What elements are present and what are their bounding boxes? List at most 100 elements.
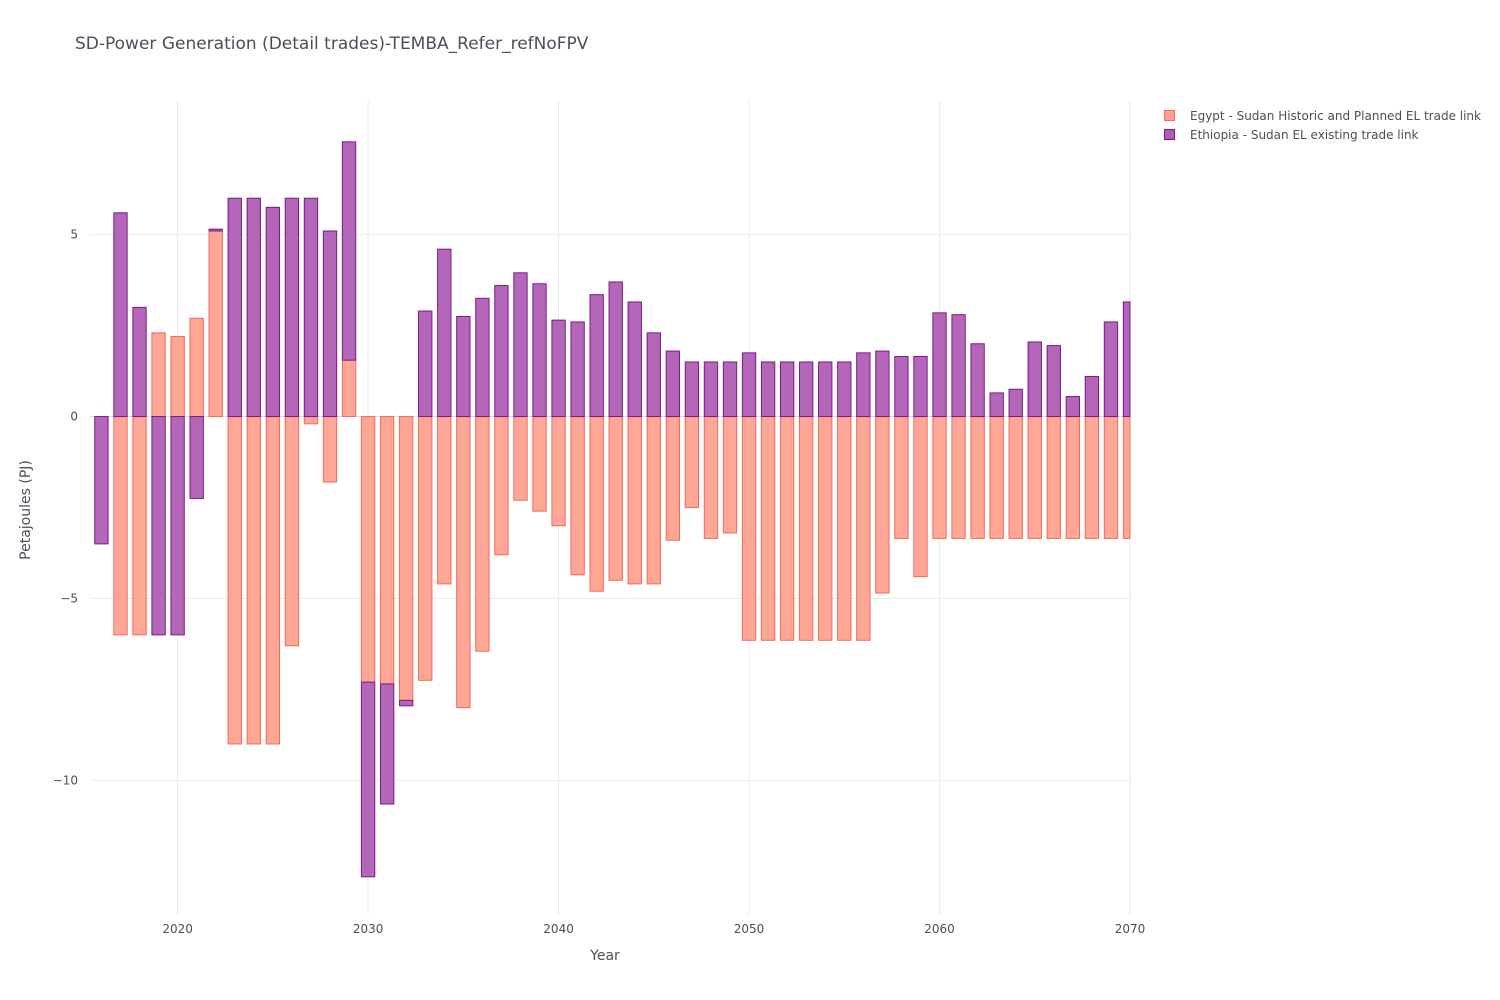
bar-egypt-sudan[interactable]	[913, 416, 928, 578]
bar-ethiopia-sudan[interactable]	[1065, 396, 1081, 418]
bar-ethiopia-sudan[interactable]	[779, 361, 795, 418]
bar-ethiopia-sudan[interactable]	[456, 315, 471, 418]
bar-egypt-sudan[interactable]	[760, 416, 776, 641]
bar-ethiopia-sudan[interactable]	[189, 416, 204, 499]
bar-ethiopia-sudan[interactable]	[265, 206, 281, 418]
bar-egypt-sudan[interactable]	[551, 416, 566, 527]
bar-ethiopia-sudan[interactable]	[818, 361, 833, 418]
bar-egypt-sudan[interactable]	[532, 416, 547, 512]
bar-ethiopia-sudan[interactable]	[722, 361, 738, 418]
bar-egypt-sudan[interactable]	[932, 416, 947, 539]
bar-egypt-sudan[interactable]	[1027, 416, 1042, 539]
legend-item-ethiopia-sudan[interactable]: Ethiopia - Sudan EL existing trade link	[1164, 125, 1481, 144]
bar-egypt-sudan[interactable]	[646, 416, 661, 585]
bar-ethiopia-sudan[interactable]	[1084, 376, 1100, 418]
bar-egypt-sudan[interactable]	[589, 416, 604, 592]
bar-egypt-sudan[interactable]	[284, 416, 300, 647]
bar-ethiopia-sudan[interactable]	[1046, 345, 1061, 418]
bar-ethiopia-sudan[interactable]	[341, 141, 357, 361]
bar-ethiopia-sudan[interactable]	[970, 343, 985, 418]
bar-egypt-sudan[interactable]	[456, 416, 471, 709]
bar-egypt-sudan[interactable]	[1008, 416, 1023, 539]
bar-ethiopia-sudan[interactable]	[913, 356, 928, 418]
bar-ethiopia-sudan[interactable]	[513, 272, 528, 418]
bar-egypt-sudan[interactable]	[741, 416, 757, 641]
bar-ethiopia-sudan[interactable]	[760, 361, 776, 418]
bar-egypt-sudan[interactable]	[1084, 416, 1100, 539]
bar-egypt-sudan[interactable]	[608, 416, 623, 581]
bar-egypt-sudan[interactable]	[1065, 416, 1081, 539]
bar-ethiopia-sudan[interactable]	[875, 350, 890, 418]
bar-egypt-sudan[interactable]	[1046, 416, 1061, 539]
bar-egypt-sudan[interactable]	[399, 416, 414, 701]
bar-ethiopia-sudan[interactable]	[170, 416, 185, 636]
bar-ethiopia-sudan[interactable]	[227, 197, 242, 418]
bar-egypt-sudan[interactable]	[227, 416, 242, 745]
bar-ethiopia-sudan[interactable]	[303, 197, 319, 418]
bar-ethiopia-sudan[interactable]	[1008, 388, 1023, 418]
bar-ethiopia-sudan[interactable]	[532, 283, 547, 418]
bar-ethiopia-sudan[interactable]	[284, 197, 300, 418]
bar-ethiopia-sudan[interactable]	[932, 312, 947, 418]
bar-ethiopia-sudan[interactable]	[684, 361, 700, 418]
bar-egypt-sudan[interactable]	[970, 416, 985, 539]
bar-egypt-sudan[interactable]	[894, 416, 909, 539]
bar-egypt-sudan[interactable]	[951, 416, 966, 539]
bar-egypt-sudan[interactable]	[627, 416, 642, 585]
bar-ethiopia-sudan[interactable]	[627, 301, 642, 418]
bar-egypt-sudan[interactable]	[475, 416, 490, 652]
bar-ethiopia-sudan[interactable]	[703, 361, 719, 418]
bar-ethiopia-sudan[interactable]	[837, 361, 852, 418]
bar-ethiopia-sudan[interactable]	[1103, 321, 1119, 418]
bar-ethiopia-sudan[interactable]	[151, 416, 166, 636]
bar-egypt-sudan[interactable]	[570, 416, 585, 576]
bar-egypt-sudan[interactable]	[989, 416, 1004, 539]
bar-ethiopia-sudan[interactable]	[570, 321, 585, 418]
bar-egypt-sudan[interactable]	[418, 416, 433, 681]
bar-egypt-sudan[interactable]	[246, 416, 261, 745]
bar-egypt-sudan[interactable]	[303, 416, 319, 425]
bar-ethiopia-sudan[interactable]	[94, 416, 109, 545]
bar-egypt-sudan[interactable]	[189, 317, 204, 418]
bar-egypt-sudan[interactable]	[856, 416, 871, 641]
bar-ethiopia-sudan[interactable]	[418, 310, 433, 418]
bar-ethiopia-sudan[interactable]	[741, 352, 757, 418]
bar-egypt-sudan[interactable]	[208, 230, 223, 418]
bar-egypt-sudan[interactable]	[665, 416, 681, 541]
bar-egypt-sudan[interactable]	[170, 335, 185, 418]
bar-egypt-sudan[interactable]	[703, 416, 719, 539]
bar-ethiopia-sudan[interactable]	[951, 314, 966, 418]
bar-egypt-sudan[interactable]	[1122, 416, 1131, 539]
bar-ethiopia-sudan[interactable]	[208, 228, 223, 232]
bar-egypt-sudan[interactable]	[513, 416, 528, 501]
bar-egypt-sudan[interactable]	[684, 416, 700, 509]
bar-egypt-sudan[interactable]	[341, 359, 357, 418]
bar-egypt-sudan[interactable]	[379, 416, 395, 685]
bar-egypt-sudan[interactable]	[437, 416, 452, 585]
bar-ethiopia-sudan[interactable]	[665, 350, 681, 418]
bar-egypt-sudan[interactable]	[265, 416, 281, 745]
bar-ethiopia-sudan[interactable]	[589, 294, 604, 418]
bar-ethiopia-sudan[interactable]	[437, 248, 452, 418]
bar-egypt-sudan[interactable]	[132, 416, 147, 636]
bar-ethiopia-sudan[interactable]	[551, 319, 566, 418]
bar-ethiopia-sudan[interactable]	[475, 297, 490, 418]
bar-egypt-sudan[interactable]	[113, 416, 128, 636]
legend-item-egypt-sudan[interactable]: Egypt - Sudan Historic and Planned EL tr…	[1164, 106, 1481, 125]
bar-egypt-sudan[interactable]	[722, 416, 738, 534]
bar-egypt-sudan[interactable]	[1103, 416, 1119, 539]
bar-egypt-sudan[interactable]	[151, 332, 166, 418]
bar-egypt-sudan[interactable]	[322, 416, 338, 483]
bar-ethiopia-sudan[interactable]	[608, 281, 623, 418]
bar-egypt-sudan[interactable]	[360, 416, 376, 683]
bar-ethiopia-sudan[interactable]	[246, 197, 261, 418]
bar-egypt-sudan[interactable]	[779, 416, 795, 641]
bar-ethiopia-sudan[interactable]	[113, 212, 128, 418]
bar-egypt-sudan[interactable]	[875, 416, 890, 594]
bar-ethiopia-sudan[interactable]	[989, 392, 1004, 418]
bar-ethiopia-sudan[interactable]	[1122, 301, 1131, 418]
bar-ethiopia-sudan[interactable]	[856, 352, 871, 418]
bar-ethiopia-sudan[interactable]	[379, 683, 395, 805]
bar-ethiopia-sudan[interactable]	[1027, 341, 1042, 418]
bar-egypt-sudan[interactable]	[818, 416, 833, 641]
